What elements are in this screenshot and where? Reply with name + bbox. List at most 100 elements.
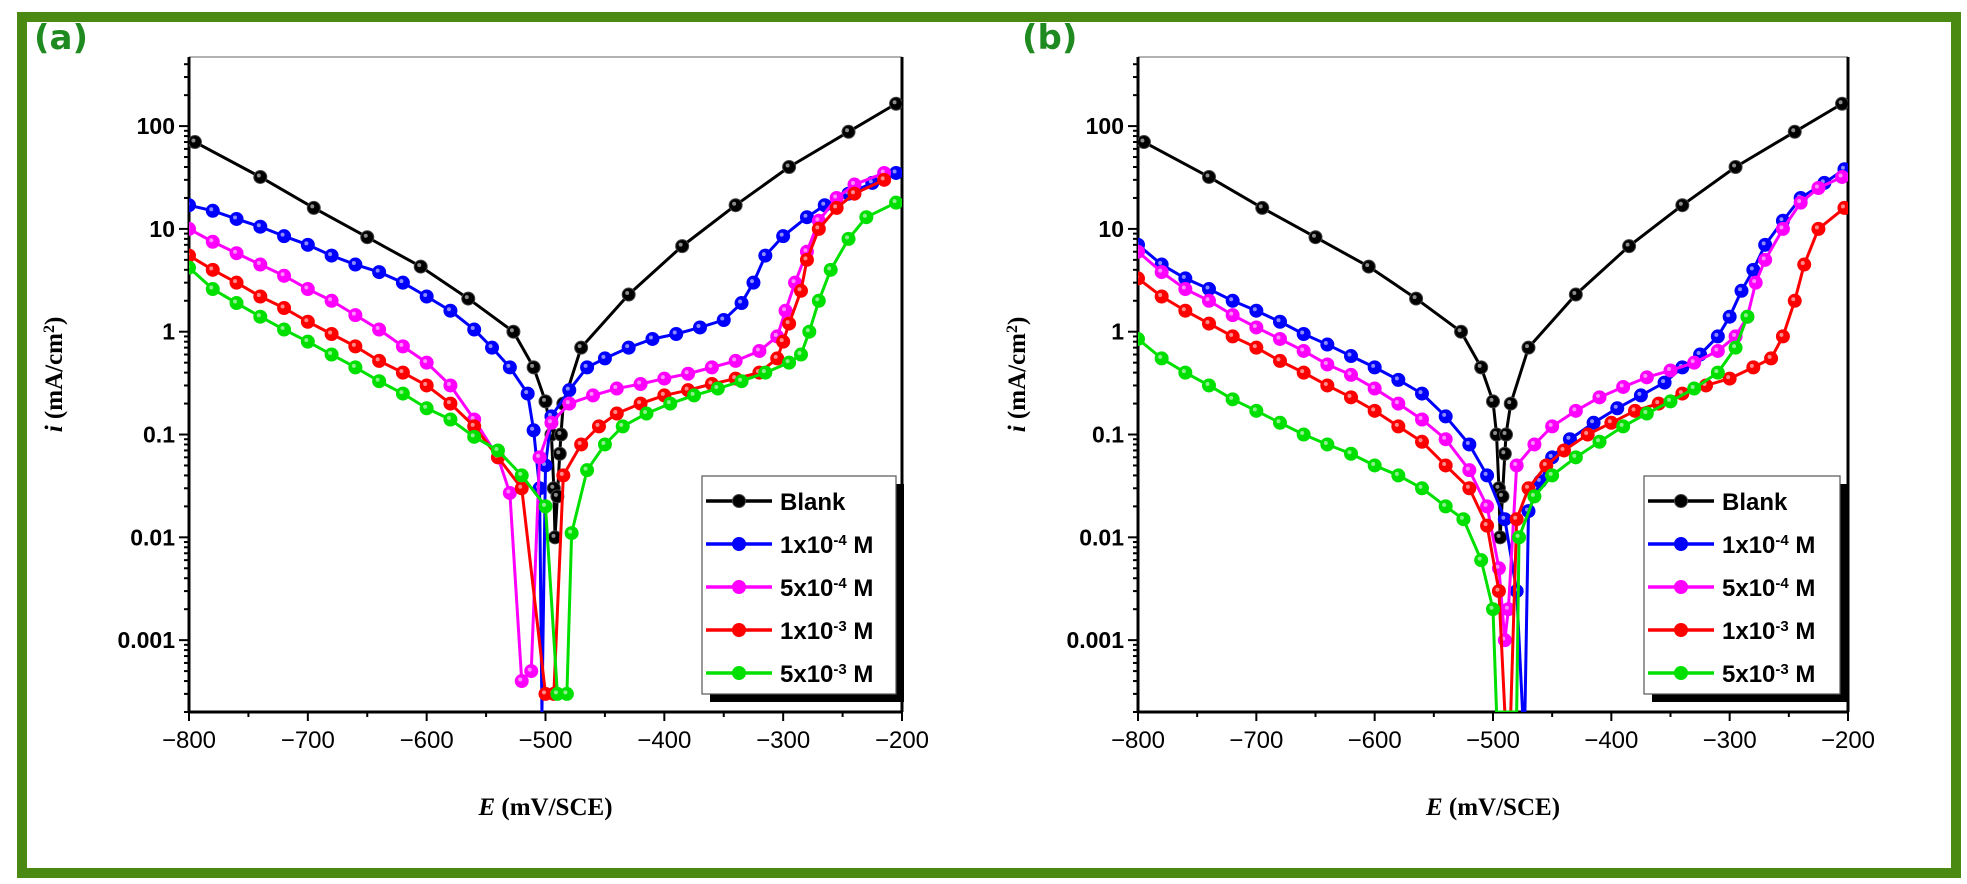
data-point-highlight — [1252, 407, 1257, 412]
data-point-highlight — [1496, 533, 1501, 538]
data-point-highlight — [351, 261, 356, 266]
data-point-highlight — [1158, 354, 1163, 359]
data-point-highlight — [1229, 332, 1234, 337]
y-axis-title: i (mA/cm2) — [1004, 317, 1032, 433]
data-point-highlight — [1530, 492, 1535, 497]
data-point-highlight — [601, 440, 606, 445]
data-point-highlight — [577, 344, 582, 349]
data-point — [395, 386, 410, 401]
x-tick-label: −400 — [1584, 727, 1638, 754]
data-point-highlight — [375, 357, 380, 362]
data-point-highlight — [1513, 515, 1518, 520]
data-point-highlight — [1661, 379, 1666, 384]
data-point-highlight — [1483, 502, 1488, 507]
data-point-highlight — [1181, 274, 1186, 279]
data-point — [419, 401, 434, 416]
data-point — [277, 229, 292, 244]
data-point-highlight — [527, 667, 532, 672]
data-point-highlight — [446, 381, 451, 386]
x-tick-label: −200 — [875, 727, 929, 754]
data-point — [1138, 244, 1145, 259]
data-point — [1391, 396, 1406, 411]
data-point — [419, 289, 434, 304]
data-point — [189, 198, 196, 213]
data-point-highlight — [1442, 435, 1447, 440]
data-point — [1344, 446, 1358, 461]
data-point-highlight — [1596, 438, 1600, 443]
data-point — [1178, 303, 1193, 318]
data-point-highlight — [509, 328, 514, 333]
data-point-highlight — [845, 128, 850, 133]
data-point-highlight — [1181, 307, 1186, 312]
x-tick-label: −800 — [162, 727, 216, 754]
data-point-highlight — [720, 316, 725, 321]
data-point-highlight — [189, 226, 190, 229]
data-point — [1758, 252, 1773, 267]
data-point — [1687, 381, 1702, 396]
data-point-highlight — [1347, 450, 1352, 455]
legend-marker-0 — [732, 494, 746, 508]
data-point-highlight — [827, 266, 832, 271]
data-point — [395, 339, 410, 354]
data-point — [1509, 458, 1524, 473]
data-point — [586, 388, 601, 403]
data-point-highlight — [1625, 242, 1630, 247]
data-point — [1415, 434, 1429, 449]
x-tick-label: −200 — [1821, 727, 1875, 754]
data-point-highlight — [280, 326, 285, 331]
data-point-highlight — [1276, 419, 1281, 424]
data-point-highlight — [714, 385, 719, 390]
data-point-highlight — [1394, 400, 1399, 405]
data-point — [1499, 427, 1514, 442]
data-point — [770, 351, 785, 366]
data-point-highlight — [1838, 173, 1843, 178]
data-point-highlight — [1205, 285, 1210, 290]
data-point-highlight — [732, 201, 737, 206]
data-point-highlight — [1560, 446, 1565, 451]
data-point — [559, 686, 574, 701]
data-point — [1491, 584, 1506, 599]
data-point-highlight — [328, 330, 333, 335]
data-point-highlight — [845, 235, 850, 240]
data-point-highlight — [506, 489, 511, 494]
data-point-highlight — [625, 344, 630, 349]
data-point-highlight — [1655, 400, 1660, 405]
data-point-highlight — [1371, 407, 1376, 412]
data-point-highlight — [233, 299, 238, 304]
legend-label-unit: M — [847, 575, 874, 602]
data-point-highlight — [423, 359, 428, 364]
data-point — [728, 198, 743, 213]
data-point-highlight — [1205, 173, 1210, 178]
data-point — [687, 388, 702, 403]
data-point-highlight — [1323, 440, 1328, 445]
data-point-highlight — [1323, 360, 1328, 365]
data-point — [205, 203, 220, 218]
data-point-highlight — [559, 471, 564, 476]
data-point — [532, 450, 547, 465]
data-point-highlight — [782, 307, 787, 312]
data-point-highlight — [1498, 492, 1503, 497]
legend-label-base: 1x10 — [780, 618, 833, 645]
data-point-highlight — [613, 385, 618, 390]
data-point — [253, 257, 268, 272]
data-point-highlight — [310, 204, 315, 209]
data-point-highlight — [850, 190, 855, 195]
x-axis-title-var: E — [477, 794, 495, 821]
data-point — [776, 229, 791, 244]
data-point — [1367, 458, 1382, 473]
legend-label-0: Blank — [780, 489, 846, 516]
data-point-highlight — [1300, 369, 1305, 374]
data-point-highlight — [791, 279, 796, 284]
data-point-highlight — [672, 330, 677, 335]
data-point — [485, 340, 500, 355]
data-point — [1462, 437, 1477, 452]
data-point-highlight — [637, 380, 642, 385]
y-tick-label: 0.001 — [1066, 627, 1124, 653]
legend-marker-3 — [1674, 623, 1688, 637]
data-point-highlight — [530, 426, 535, 431]
data-point — [1527, 437, 1542, 452]
data-point — [1225, 329, 1240, 344]
data-point — [324, 347, 339, 362]
data-point-highlight — [785, 320, 790, 325]
data-point — [591, 419, 606, 434]
